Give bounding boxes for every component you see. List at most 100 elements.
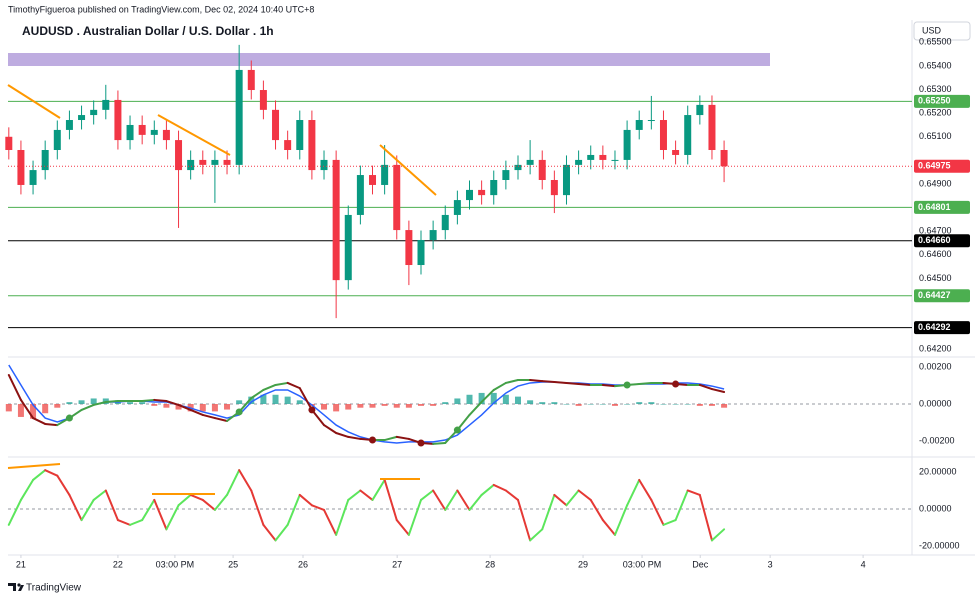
- y-tick-label: 0.65300: [919, 84, 952, 94]
- trend-line: [7, 84, 61, 119]
- oscillator-line: [504, 489, 519, 501]
- oscillator-line: [626, 478, 641, 507]
- signal-line: [274, 381, 289, 386]
- oscillator-line: [274, 523, 289, 542]
- histogram-bar: [708, 404, 715, 406]
- oscillator-line: [638, 478, 653, 501]
- histogram-bar: [211, 404, 218, 412]
- histogram-bar: [648, 402, 655, 405]
- price-tag: [914, 94, 970, 108]
- oscillator-line: [407, 498, 423, 536]
- trend-line: [379, 144, 437, 196]
- price-tag-label: 0.65250: [918, 96, 951, 106]
- candle-body: [150, 129, 158, 135]
- candle-body: [465, 189, 473, 201]
- signal-line: [153, 398, 168, 403]
- y-tick-label: 0.65200: [919, 108, 952, 118]
- x-tick-label: 03:00 PM: [623, 559, 662, 569]
- oscillator-line: [335, 498, 350, 536]
- histogram-bar: [490, 392, 497, 405]
- cross-marker: [235, 408, 243, 416]
- oscillator-line: [310, 504, 326, 511]
- y-tick-label: 0.64500: [919, 273, 952, 283]
- oscillator-line: [226, 469, 241, 496]
- candle-body: [587, 154, 595, 160]
- y-tick-label: 0.64600: [919, 249, 952, 259]
- candle-body: [696, 104, 704, 116]
- oscillator-line: [298, 493, 313, 507]
- oscillator-line: [492, 483, 507, 492]
- histogram-bar: [369, 404, 376, 408]
- y-tick-label: 0.64900: [919, 178, 952, 188]
- oscillator-line: [613, 504, 629, 536]
- candle-body: [393, 164, 401, 231]
- chart-title: AUDUSD . Australian Dollar / U.S. Dollar…: [22, 24, 274, 38]
- signal-line: [44, 422, 59, 427]
- candle-body: [441, 214, 449, 231]
- currency: USD: [922, 25, 942, 35]
- signal-line: [141, 398, 156, 403]
- oscillator-line: [395, 519, 410, 536]
- candle-body: [478, 189, 486, 196]
- histogram-bar: [418, 404, 425, 406]
- y-tick-label: -0.00200: [919, 435, 955, 445]
- oscillator-line: [19, 478, 35, 501]
- price-tag: [914, 234, 970, 248]
- oscillator-line: [262, 523, 277, 542]
- price-tag-label: 0.64801: [918, 202, 951, 212]
- histogram-bar: [527, 400, 534, 405]
- histogram-bar: [5, 404, 12, 412]
- signal-line: [298, 387, 313, 411]
- candle-body: [308, 120, 316, 171]
- publisher: TimothyFigueroa published on TradingView…: [8, 4, 314, 14]
- signal-line: [189, 408, 204, 416]
- signal-line: [92, 400, 107, 406]
- signal-line: [492, 381, 507, 391]
- signal-line: [32, 417, 47, 425]
- signal-line: [553, 381, 568, 384]
- oscillator-line: [92, 489, 107, 501]
- histogram-bar: [502, 394, 509, 405]
- oscillator-line: [686, 489, 701, 496]
- oscillator-line: [32, 469, 47, 481]
- candle-body: [53, 129, 61, 151]
- trend-line: [157, 114, 231, 156]
- candle-body: [720, 150, 728, 167]
- oscillator-line: [7, 498, 22, 526]
- signal-line: [323, 424, 338, 435]
- candle-body: [575, 159, 583, 165]
- candle-body: [223, 159, 231, 165]
- oscillator-line: [577, 489, 592, 501]
- candle-body: [405, 230, 413, 266]
- y-tick-label: 0.64200: [919, 344, 952, 354]
- histogram-bar: [599, 404, 606, 405]
- candle-body: [138, 124, 146, 135]
- histogram-bar: [321, 404, 328, 410]
- oscillator-line: [165, 504, 180, 531]
- price-tag-label: 0.64292: [918, 322, 951, 332]
- oscillator-line: [44, 469, 59, 477]
- candle-body: [672, 150, 680, 155]
- y-tick-label: 0.00200: [919, 361, 952, 371]
- oscillator-line: [323, 508, 338, 536]
- cross-marker: [453, 426, 461, 434]
- histogram-bar: [66, 402, 73, 405]
- histogram-bar: [175, 404, 182, 410]
- oscillator-line: [177, 493, 192, 507]
- candle-body: [381, 164, 389, 185]
- x-tick-label: 29: [578, 559, 588, 569]
- histogram-bar: [611, 404, 618, 406]
- candle-body: [235, 69, 243, 165]
- candle-body: [247, 69, 255, 91]
- signal-line: [504, 378, 519, 384]
- brand: TradingView: [26, 583, 82, 594]
- signal-line: [335, 432, 350, 438]
- price-tag-label: 0.64660: [918, 235, 951, 245]
- oscillator-line: [141, 498, 156, 522]
- histogram-bar: [260, 394, 267, 405]
- candle-body: [29, 170, 37, 185]
- histogram-bar: [296, 400, 303, 405]
- histogram-bar: [684, 404, 691, 405]
- oscillator-line: [529, 528, 544, 542]
